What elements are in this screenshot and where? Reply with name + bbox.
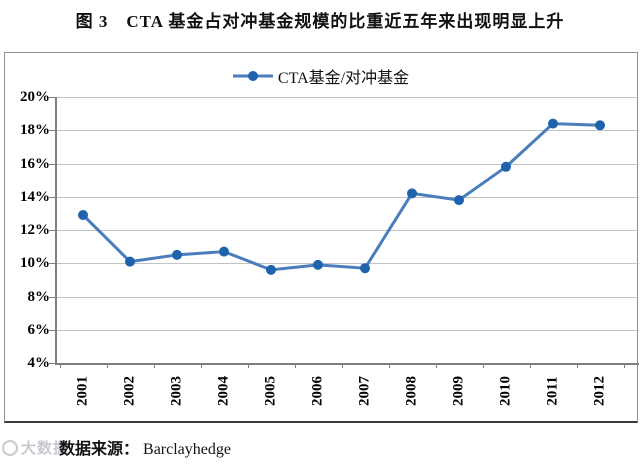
x-axis-tick (623, 363, 625, 368)
y-axis-tick (49, 263, 57, 265)
data-point-marker (78, 210, 88, 220)
data-point-marker (454, 195, 464, 206)
data-point-marker (125, 256, 135, 267)
chart-legend: CTA基金/对冲基金 (5, 64, 637, 88)
gridline (57, 263, 639, 265)
y-axis-tick (49, 230, 57, 231)
x-axis-label: 2009 (450, 376, 467, 406)
x-axis-tick (200, 363, 202, 368)
gridline (57, 296, 639, 298)
gridline (57, 163, 639, 165)
y-axis-tick (49, 296, 57, 298)
x-axis-tick (106, 363, 108, 368)
y-axis-label: 6% (27, 321, 51, 338)
x-axis-label: 2002 (121, 376, 138, 406)
y-axis-tick (49, 329, 57, 331)
data-point-marker (548, 118, 558, 129)
watermark-logo-icon (2, 439, 18, 456)
data-point-marker (219, 246, 229, 257)
x-axis-label: 2004 (215, 376, 232, 406)
data-point-marker (360, 263, 370, 274)
gridline (57, 97, 639, 98)
y-axis-label: 18% (20, 122, 50, 139)
watermark-text: 大数据 (21, 441, 70, 457)
x-axis-tick (529, 363, 531, 368)
y-axis-tick (49, 163, 57, 165)
y-axis-label: 12% (20, 222, 50, 238)
y-axis-tick (49, 363, 57, 364)
y-axis-tick (49, 97, 57, 98)
gridline (57, 230, 639, 231)
y-axis-label: 14% (20, 188, 50, 205)
source-value: Barclayhedge (143, 441, 231, 458)
source-note: 数据来源： Barclayhedge (59, 435, 231, 459)
data-point-marker (407, 188, 417, 199)
x-axis-label: 2007 (356, 376, 373, 406)
y-axis-tick (49, 196, 57, 198)
data-point-marker (172, 249, 182, 260)
gridline (57, 329, 639, 331)
x-axis-label: 2003 (168, 376, 185, 406)
x-axis-label: 2012 (591, 376, 608, 406)
x-axis-label: 2010 (497, 376, 514, 406)
x-axis-tick (482, 363, 484, 368)
data-point-marker (313, 259, 323, 270)
source-label: 数据来源： (59, 441, 140, 458)
x-axis-label: 2001 (74, 376, 91, 406)
legend-label: CTA基金/对冲基金 (277, 70, 410, 87)
chart-title: 图 3 CTA 基金占对冲基金规模的比重近五年来出现明显上升 (75, 12, 565, 31)
x-axis-tick (153, 363, 155, 368)
y-axis-label: 20% (20, 89, 50, 105)
x-axis-label: 2006 (309, 376, 326, 406)
x-axis-tick (576, 363, 578, 368)
line-marker-icon (232, 71, 273, 81)
x-axis-label: 2008 (403, 376, 420, 406)
data-series-cta-ratio (78, 118, 605, 275)
x-axis-tick (294, 363, 296, 368)
y-axis-tick (49, 130, 57, 132)
gridline (57, 196, 639, 198)
chart-frame: CTA基金/对冲基金 20% 18% 16% 14% 12% 10% 8% 6% 4% 2001 2… (4, 52, 639, 423)
x-axis-label: 2005 (262, 376, 279, 406)
plot-area: 20% 18% 16% 14% 12% 10% 8% 6% 4% 2001 2002 2003 2004… (20, 89, 639, 406)
y-axis-label: 10% (20, 255, 50, 272)
data-point-marker (266, 264, 276, 275)
y-axis-label: 8% (27, 288, 51, 305)
x-axis-label: 2011 (544, 376, 561, 406)
x-axis-tick (59, 363, 61, 368)
data-point-marker (501, 161, 511, 172)
gridline (57, 130, 639, 132)
y-axis-label: 4% (27, 355, 51, 371)
data-point-marker (595, 120, 605, 131)
y-axis-label: 16% (20, 155, 50, 172)
watermark: 大数据 (2, 437, 69, 458)
x-axis-tick (341, 363, 343, 368)
x-axis-tick (435, 363, 437, 368)
x-axis-tick (247, 363, 249, 368)
x-axis-tick (388, 363, 390, 368)
